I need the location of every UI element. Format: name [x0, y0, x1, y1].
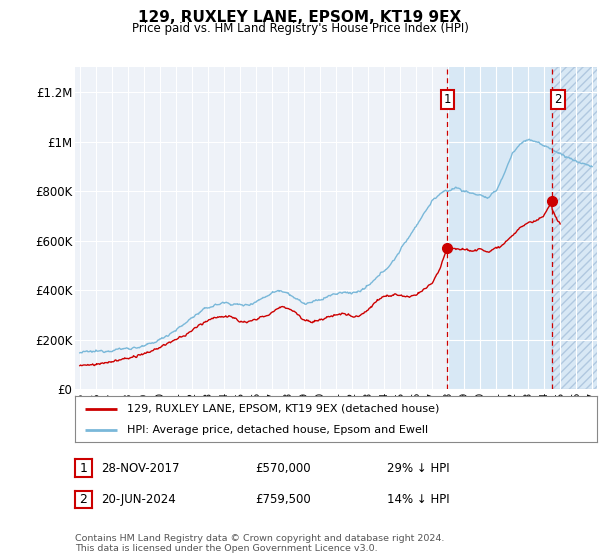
Text: 20-JUN-2024: 20-JUN-2024 [101, 493, 176, 506]
Text: 28-NOV-2017: 28-NOV-2017 [101, 461, 179, 475]
Text: £570,000: £570,000 [255, 461, 311, 475]
Text: Contains HM Land Registry data © Crown copyright and database right 2024.
This d: Contains HM Land Registry data © Crown c… [75, 534, 445, 553]
Text: 14% ↓ HPI: 14% ↓ HPI [387, 493, 449, 506]
Text: HPI: Average price, detached house, Epsom and Ewell: HPI: Average price, detached house, Epso… [127, 425, 428, 435]
Bar [551, 67, 600, 389]
Text: 1: 1 [79, 461, 88, 475]
Text: 2: 2 [554, 93, 562, 106]
Text: 29% ↓ HPI: 29% ↓ HPI [387, 461, 449, 475]
Text: 129, RUXLEY LANE, EPSOM, KT19 9EX (detached house): 129, RUXLEY LANE, EPSOM, KT19 9EX (detac… [127, 404, 440, 414]
Text: 2: 2 [79, 493, 88, 506]
Text: £759,500: £759,500 [255, 493, 311, 506]
Bar [551, 67, 600, 389]
Text: 1: 1 [443, 93, 451, 106]
Text: Price paid vs. HM Land Registry's House Price Index (HPI): Price paid vs. HM Land Registry's House … [131, 22, 469, 35]
Bar [446, 67, 551, 389]
Text: 129, RUXLEY LANE, EPSOM, KT19 9EX: 129, RUXLEY LANE, EPSOM, KT19 9EX [139, 10, 461, 25]
